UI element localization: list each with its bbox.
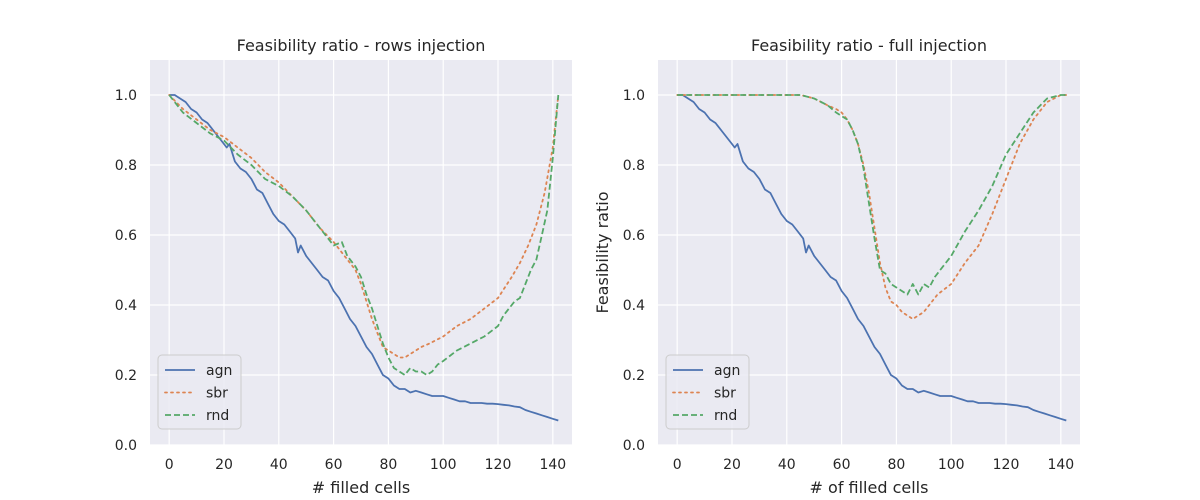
- legend-box: [157, 354, 242, 430]
- legend-label-rnd: rnd: [714, 408, 737, 424]
- x-tick-label: 0: [673, 457, 682, 473]
- x-tick-label: 100: [430, 457, 457, 473]
- chart-rows-injection: 0 20 40 60 80 100 120 140 0.0 0.2 0.4 0.6 0.8 1.0 Feas…: [115, 36, 572, 497]
- x-tick-label: 140: [539, 457, 566, 473]
- y-tick-label: 0.0: [623, 438, 645, 454]
- series-line-agn: [677, 94, 1067, 422]
- y-tick-label: 1.0: [623, 88, 645, 104]
- y-tick-label: 0.6: [115, 228, 137, 244]
- x-tick-label: 140: [1047, 457, 1074, 473]
- y-tick-label: 0.8: [623, 158, 645, 174]
- y-axis-label: Feasibility ratio: [593, 192, 612, 314]
- y-tick-label: 0.8: [115, 158, 137, 174]
- legend-label-sbr: sbr: [714, 386, 736, 402]
- x-tick-label: 120: [993, 457, 1020, 473]
- x-tick-label: 80: [887, 457, 905, 473]
- y-tick-label: 0.6: [623, 228, 645, 244]
- chart-full-injection: 0 20 40 60 80 100 120 140 0.0 0.2 0.4 0.6 0.8 1.0 Feas…: [593, 36, 1080, 497]
- x-tick-label: 100: [938, 457, 965, 473]
- x-tick-label: 20: [215, 457, 233, 473]
- x-tick-label: 20: [723, 457, 741, 473]
- legend-label-agn: agn: [206, 363, 232, 379]
- x-tick-label: 120: [485, 457, 512, 473]
- y-tick-label: 0.4: [115, 298, 137, 314]
- x-tick-label: 40: [778, 457, 796, 473]
- x-tick-label: 0: [165, 457, 174, 473]
- x-tick-label: 60: [325, 457, 343, 473]
- legend-label-rnd: rnd: [206, 408, 229, 424]
- series-line-sbr: [168, 94, 560, 359]
- y-tick-label: 0.2: [623, 368, 645, 384]
- legend-label-agn: agn: [714, 363, 740, 379]
- x-axis-label: # of filled cells: [810, 478, 929, 497]
- x-tick-label: 80: [379, 457, 397, 473]
- y-tick-label: 0.0: [115, 438, 137, 454]
- x-tick-label: 60: [833, 457, 851, 473]
- series-line-rnd: [677, 94, 1067, 296]
- legend-box: [665, 354, 750, 430]
- x-tick-label: 40: [270, 457, 288, 473]
- legend: agn sbr rnd: [665, 354, 750, 430]
- y-tick-label: 0.4: [623, 298, 645, 314]
- series-line-rnd: [168, 94, 560, 376]
- legend-label-sbr: sbr: [206, 386, 228, 402]
- chart-title: Feasibility ratio - full injection: [751, 36, 987, 55]
- y-tick-label: 1.0: [115, 88, 137, 104]
- x-axis-label: # filled cells: [312, 478, 410, 497]
- y-tick-label: 0.2: [115, 368, 137, 384]
- legend: agn sbr rnd: [157, 354, 242, 430]
- chart-title: Feasibility ratio - rows injection: [237, 36, 486, 55]
